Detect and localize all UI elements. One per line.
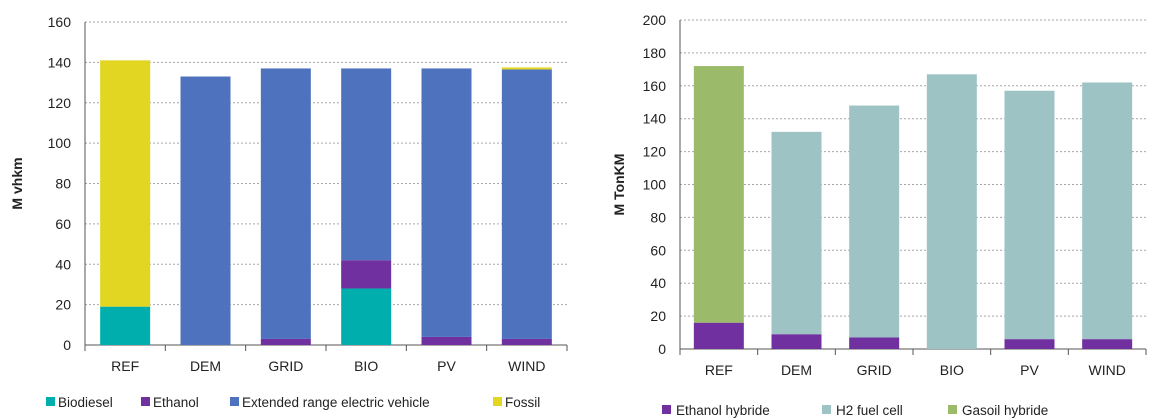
- x-tick-label: REF: [705, 362, 733, 378]
- bar-segment: [341, 288, 392, 345]
- bar-segment: [341, 68, 392, 261]
- bar-segment: [771, 131, 822, 335]
- x-tick-label: BIO: [940, 362, 964, 378]
- bar-segment: [849, 105, 900, 338]
- chart-panel-1: 0 20 40 60 80 100 120 140 160 REF DEM GRID BIO PV WIND…: [9, 14, 568, 410]
- legend-label: Ethanol: [153, 395, 199, 410]
- bar-segment: [771, 334, 822, 349]
- bar-segment: [1004, 90, 1055, 340]
- y-tick-label: 60: [55, 216, 71, 232]
- bar-segment: [1082, 82, 1133, 340]
- y-tick-label: 120: [643, 144, 667, 160]
- bar-segment: [341, 260, 392, 289]
- bar-segment: [849, 337, 900, 349]
- legend-swatch: [141, 397, 150, 406]
- bar-segment: [1082, 339, 1133, 349]
- y-tick-label: 200: [643, 12, 667, 28]
- y-tick-label: 20: [650, 308, 666, 324]
- y-tick-label: 0: [658, 341, 666, 357]
- y-tick-label: 160: [48, 14, 72, 30]
- bar-segment: [260, 338, 311, 345]
- bar-segment: [501, 67, 552, 70]
- y-tick-label: 140: [48, 54, 72, 70]
- bar-segment: [1004, 339, 1055, 349]
- bar-segment: [926, 74, 977, 349]
- y-tick-label: 180: [643, 45, 667, 61]
- bar-segment: [421, 68, 472, 337]
- bar-segment: [501, 69, 552, 339]
- x-tick-label: DEM: [190, 358, 221, 374]
- y-tick-label: 100: [48, 135, 72, 151]
- x-tick-label: BIO: [354, 358, 378, 374]
- y-tick-label: 140: [643, 111, 667, 127]
- bar-segment: [421, 336, 472, 345]
- y-axis-title: M vhkm: [9, 157, 25, 209]
- x-tick-label: WIND: [508, 358, 545, 374]
- bar-segment: [501, 338, 552, 345]
- legend-swatch: [822, 405, 831, 414]
- bar-segment: [693, 66, 744, 323]
- legend-label: Ethanol hybride: [676, 403, 770, 418]
- legend-label: Extended range electric vehicle: [242, 395, 430, 410]
- x-tick-label: WIND: [1089, 362, 1126, 378]
- y-tick-label: 80: [55, 176, 71, 192]
- y-axis-title: M TonKM: [611, 154, 627, 216]
- x-tick-label: DEM: [781, 362, 812, 378]
- legend-label: Fossil: [505, 395, 540, 410]
- bar-segment: [100, 60, 151, 307]
- x-tick-label: GRID: [857, 362, 892, 378]
- chart-panel-2: 0 20 40 60 80 100 120 140 160 180 200 REF DEM GRID BIO…: [611, 12, 1147, 418]
- bar-segment: [100, 306, 151, 345]
- y-tick-label: 120: [48, 95, 72, 111]
- x-tick-label: REF: [111, 358, 139, 374]
- y-tick-label: 80: [650, 209, 666, 225]
- y-tick-label: 40: [650, 275, 666, 291]
- bar-segment: [260, 68, 311, 339]
- x-tick-label: PV: [1020, 362, 1039, 378]
- legend-swatch: [46, 397, 55, 406]
- legend-label: Gasoil hybride: [962, 403, 1048, 418]
- legend-swatch: [948, 405, 957, 414]
- legend-swatch: [662, 405, 671, 414]
- x-tick-label: GRID: [268, 358, 303, 374]
- y-tick-label: 0: [63, 337, 71, 353]
- y-tick-label: 60: [650, 242, 666, 258]
- legend-label: Biodiesel: [58, 395, 113, 410]
- y-tick-label: 20: [55, 297, 71, 313]
- bar-segment: [693, 322, 744, 349]
- legend-swatch: [493, 397, 502, 406]
- y-tick-label: 160: [643, 78, 667, 94]
- y-tick-label: 100: [643, 177, 667, 193]
- y-tick-label: 40: [55, 256, 71, 272]
- bar-segment: [180, 76, 231, 345]
- x-tick-label: PV: [437, 358, 456, 374]
- legend-label: H2 fuel cell: [836, 403, 903, 418]
- legend-swatch: [230, 397, 239, 406]
